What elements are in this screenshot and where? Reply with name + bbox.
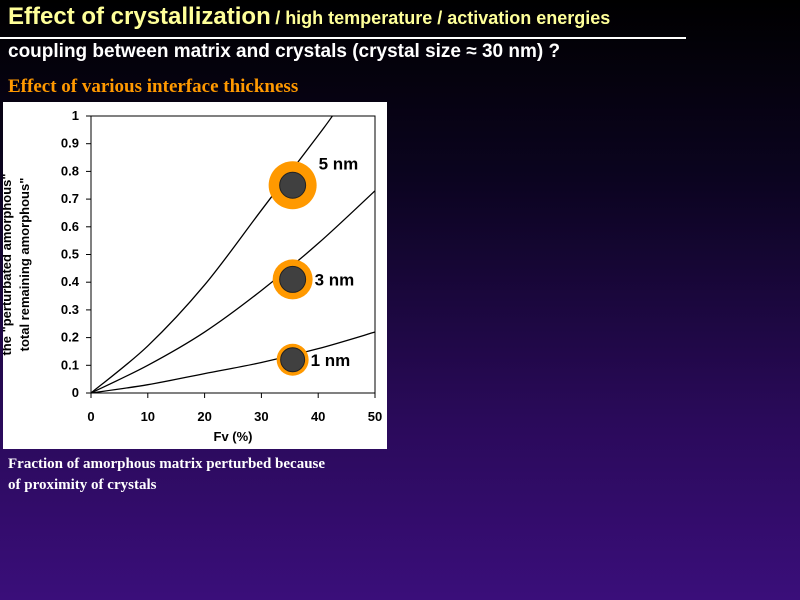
caption-line-2: of proximity of crystals — [8, 477, 157, 493]
y-tick-label: 0.2 — [61, 330, 79, 345]
series-line-1 — [90, 190, 376, 394]
chart-panel: 0 10 20 30 40 50 0 0.1 0.2 0.3 0.4 0.5 0.6 0.7 0.8 0.9 1… — [3, 102, 387, 449]
x-axis-label: Fv (%) — [214, 429, 253, 444]
x-tick-label: 20 — [197, 409, 211, 424]
x-tick-label: 40 — [311, 409, 325, 424]
y-axis-label: the "perturbated amorphous" — [3, 173, 14, 355]
crystal-core — [280, 347, 306, 373]
x-tick-label: 30 — [254, 409, 268, 424]
chart-caption: Fraction of amorphous matrix perturbed b… — [8, 454, 398, 496]
y-tick-label: 0.4 — [61, 274, 80, 289]
y-tick-label: 0.8 — [61, 163, 79, 178]
section-heading: Effect of various interface thickness — [8, 76, 299, 97]
y-tick-label: 0.6 — [61, 219, 79, 234]
series-label: 3 nm — [315, 270, 355, 289]
series-line-0 — [90, 115, 333, 394]
title-underline — [0, 37, 686, 39]
x-tick-label: 0 — [87, 409, 94, 424]
y-tick-label: 0 — [72, 385, 79, 400]
y-tick-label: 0.3 — [61, 302, 79, 317]
crystal-core — [279, 265, 307, 293]
slide-subtitle: coupling between matrix and crystals (cr… — [8, 41, 561, 62]
y-tick-label: 0.5 — [61, 247, 79, 262]
y-tick-label: 1 — [72, 108, 79, 123]
y-tick-label: 0.7 — [61, 191, 79, 206]
title-bar: Effect of crystallization / high tempera… — [8, 3, 688, 31]
caption-line-1: Fraction of amorphous matrix perturbed b… — [8, 456, 326, 472]
crystal-core — [279, 171, 307, 199]
x-tick-label: 10 — [141, 409, 155, 424]
y-tick-label: 0.1 — [61, 357, 79, 372]
slide-title-suffix: / high temperature / activation energies — [275, 8, 611, 28]
x-tick-label: 50 — [368, 409, 382, 424]
chart-svg: 0 10 20 30 40 50 0 0.1 0.2 0.3 0.4 0.5 0.6 0.7 0.8 0.9 1… — [3, 108, 382, 444]
series-label: 5 nm — [319, 154, 359, 173]
series-label: 1 nm — [311, 351, 351, 370]
y-axis-label: total remaining amorphous" — [17, 178, 32, 352]
y-tick-label: 0.9 — [61, 136, 79, 151]
slide-title: Effect of crystallization — [8, 3, 271, 30]
series-line-2 — [90, 331, 376, 394]
